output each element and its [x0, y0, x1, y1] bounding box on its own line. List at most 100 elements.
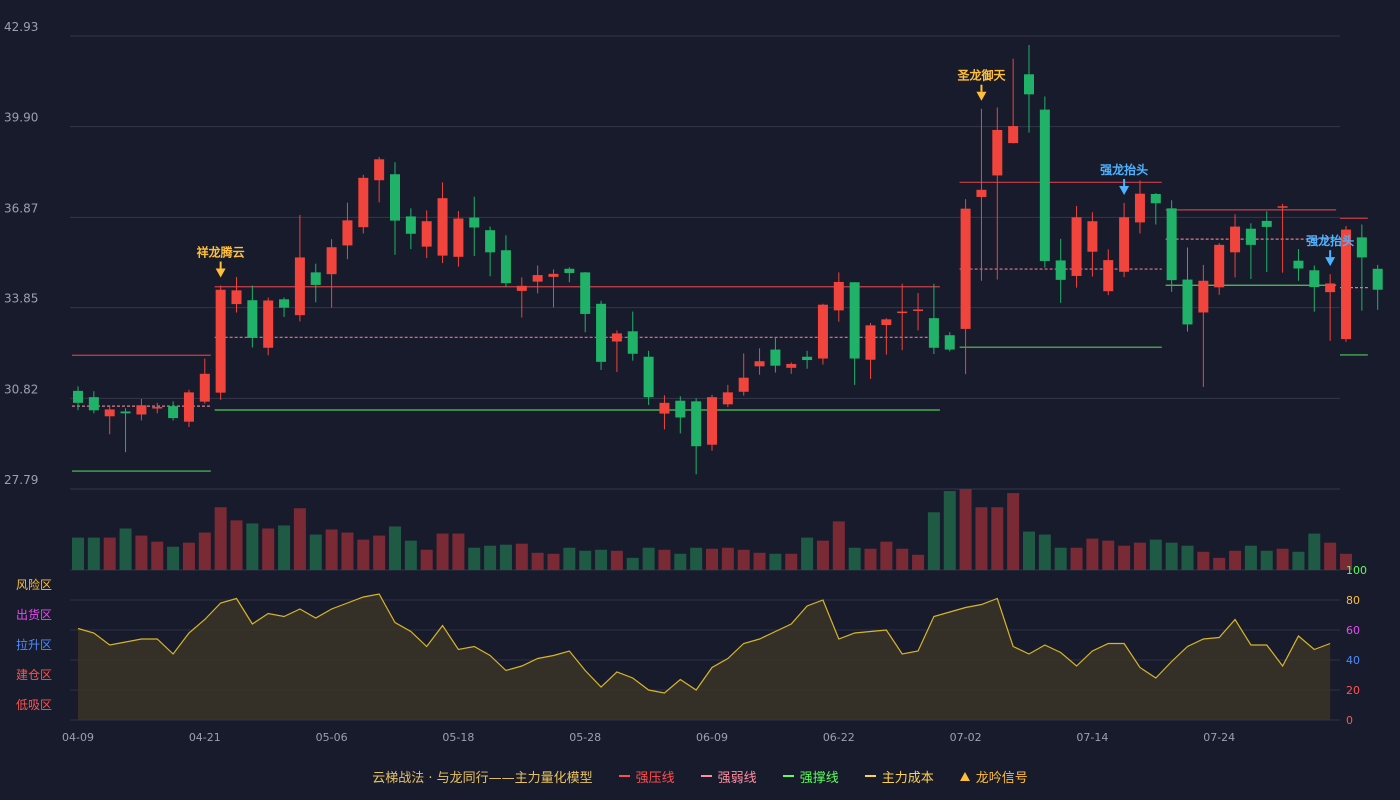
volume-bar [1102, 540, 1115, 570]
volume-bar [484, 545, 497, 570]
date-tick-label: 05-06 [316, 731, 348, 744]
candle-body [1039, 109, 1050, 262]
volume-bar [230, 520, 243, 570]
candle-body [1245, 228, 1256, 245]
candle-body [73, 390, 83, 403]
date-tick-label: 05-28 [569, 731, 601, 744]
candle-body [516, 285, 527, 291]
volume-bar [531, 552, 544, 570]
volume-bar [87, 537, 100, 570]
volume-bar [1244, 545, 1257, 570]
date-tick-label: 07-14 [1076, 731, 1108, 744]
volume-bar [1118, 545, 1131, 570]
volume-bar [1165, 542, 1178, 570]
volume-bar [848, 547, 861, 570]
signal-arrow [1325, 257, 1336, 267]
volume-bar [1308, 533, 1321, 570]
candle-body [88, 397, 99, 411]
volume-bar [1197, 551, 1210, 570]
candle-body [279, 299, 290, 308]
candle-body [643, 356, 654, 398]
signal-arrow [976, 91, 987, 101]
candle-body [1372, 268, 1383, 290]
candle-body [1119, 217, 1130, 272]
volume-bar [293, 508, 306, 570]
signal-arrow [1119, 185, 1130, 195]
candle-body [1309, 270, 1320, 288]
legend-label: 主力成本 [881, 770, 934, 786]
volume-bar [452, 533, 465, 570]
candle-body [849, 282, 860, 359]
date-tick-label: 04-21 [189, 731, 221, 744]
signal-label: 强龙抬头 [1100, 162, 1148, 177]
candle-body [1261, 220, 1272, 227]
candle-body [738, 377, 749, 392]
candle-body [374, 159, 385, 181]
candle-body [675, 400, 686, 418]
legend-item: 龙吟信号 [959, 767, 1028, 786]
candle-body [722, 392, 733, 405]
volume-bar [1260, 550, 1273, 570]
candle-body [469, 217, 480, 228]
legend: 云梯战法 · 与龙同行——主力量化模型 强压线 强弱线 强撑线 主力成本 龙吟信号 [0, 764, 1400, 788]
candle-body [707, 397, 717, 445]
candle-body [1230, 226, 1241, 253]
candle-body [390, 174, 400, 221]
volume-bar [341, 532, 354, 570]
volume-bar [610, 550, 623, 570]
volume-bar [1213, 557, 1226, 570]
candle-body [358, 177, 369, 228]
volume-bar [214, 507, 227, 570]
signal-label: 强龙抬头 [1306, 233, 1354, 248]
date-tick-label: 06-22 [823, 731, 855, 744]
zone-label: 风险区 [16, 577, 52, 592]
candle-body [1182, 279, 1193, 325]
volume-bar [72, 537, 84, 570]
volume-bar [1276, 548, 1289, 570]
volume-bar [801, 537, 814, 570]
grid [70, 35, 1340, 721]
candle-body [1214, 244, 1225, 288]
volume-bar [991, 507, 1004, 570]
date-tick-label: 06-09 [696, 731, 728, 744]
candle-body [833, 281, 844, 311]
candle-body [310, 272, 321, 285]
candle-body [104, 409, 115, 417]
candle-body [1325, 283, 1336, 293]
candle-body [611, 333, 622, 342]
price-tick-label: 33.85 [4, 292, 38, 306]
volume-bar [278, 525, 291, 570]
legend-swatch [959, 771, 970, 781]
volume-bar [1038, 534, 1051, 570]
volume-bar [167, 546, 180, 570]
candle-body [1277, 206, 1288, 208]
indicator-tick-label: 80 [1346, 594, 1360, 607]
candle-body [120, 411, 131, 414]
volume-bar [753, 552, 766, 570]
volume-bar [198, 532, 211, 570]
candle-body [215, 289, 226, 393]
zone-label: 低吸区 [16, 698, 52, 712]
date-tick-label: 07-02 [950, 731, 982, 744]
candle-body [1008, 126, 1019, 144]
candle-body [865, 325, 876, 360]
candle-body [532, 275, 543, 282]
volume-bar [389, 526, 401, 570]
candle-body [1103, 260, 1114, 292]
legend-item: 强撑线 [782, 767, 839, 786]
volume-bar [1070, 547, 1083, 570]
volume-bar [721, 547, 734, 570]
indicator-tick-label: 20 [1346, 684, 1360, 697]
candle-body [199, 373, 210, 402]
indicator-tick-label: 40 [1346, 654, 1360, 667]
candle-body [1356, 237, 1367, 258]
price-tick-label: 27.79 [4, 473, 38, 487]
volume-bar [373, 535, 386, 570]
price-tick-label: 39.90 [4, 111, 38, 125]
candle-body [152, 407, 163, 409]
volume-bar [262, 528, 275, 570]
candle-body [580, 272, 591, 314]
date-tick-label: 04-09 [62, 731, 94, 744]
